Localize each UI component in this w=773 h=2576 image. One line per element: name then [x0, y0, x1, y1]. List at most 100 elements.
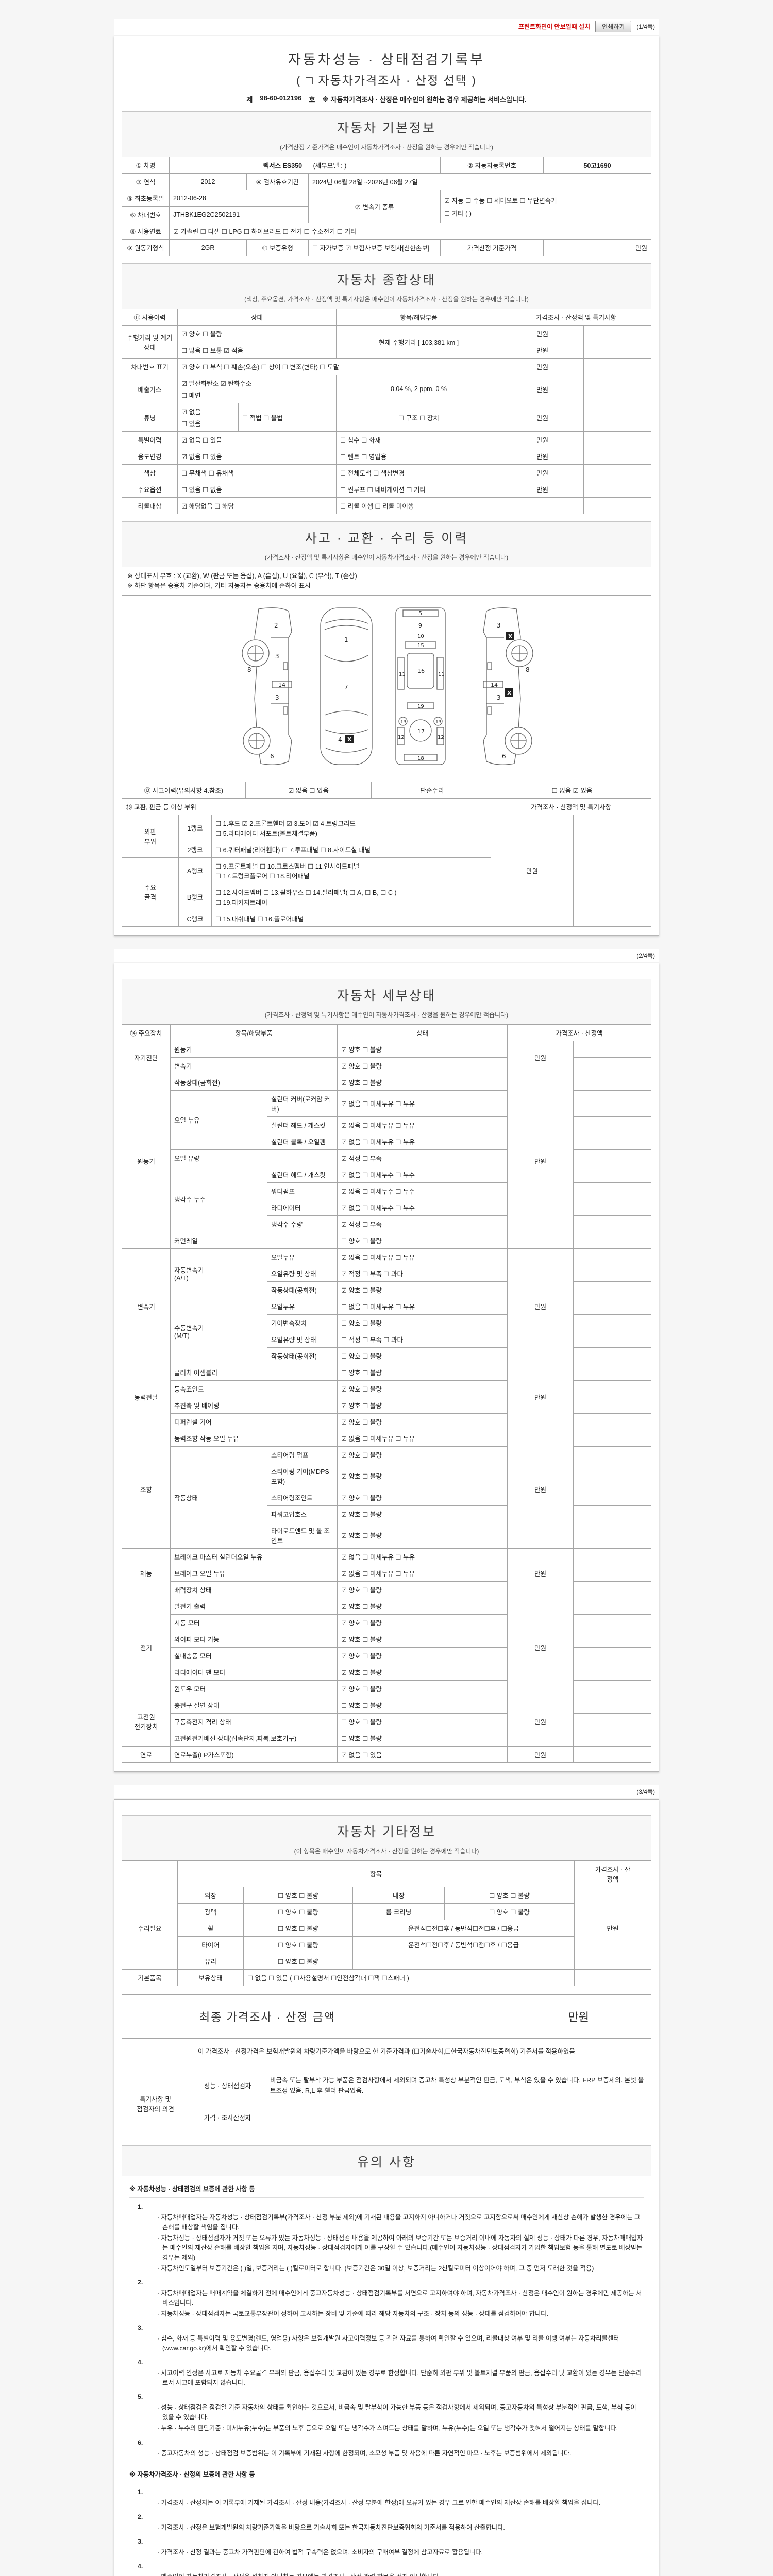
checkbox-group: ☑ 양호 ☐ 부식 ☐ 훼손(오손) ☐ 상이 ☐ 변조(변타) ☐ 도말	[177, 358, 501, 375]
checkbox-group: ☐ 양호 ☐ 불량	[243, 1952, 353, 1970]
price-unit: 만원	[574, 1886, 651, 1970]
sub-label: 수동변속기 (M/T)	[170, 1297, 267, 1364]
item-label: 시동 모터	[170, 1614, 338, 1631]
price-blank	[573, 1680, 651, 1697]
svg-text:1: 1	[344, 636, 348, 643]
svg-text:19: 19	[417, 704, 424, 709]
group-label: 외판 부위	[122, 814, 179, 858]
model-year: 2012	[169, 173, 247, 190]
emission-values: 0.04 %, 2 ppm, 0 %	[336, 375, 501, 403]
price-blank	[583, 497, 651, 514]
checkbox-group: ☑ 양호 ☐ 불량	[337, 1680, 508, 1697]
item-label: 추진축 및 베어링	[170, 1396, 338, 1414]
price-unit: 만원	[501, 325, 584, 342]
checkbox-group: ☑ 없음 ☐ 있음	[177, 431, 337, 448]
group-label: 수리필요	[122, 1886, 178, 1970]
svg-text:17: 17	[417, 728, 425, 735]
price-blank	[573, 1040, 651, 1058]
checkbox-group: ☐ 6.쿼터패널(리어휀다) ☐ 7.루프패널 ☐ 8.사이드실 패널	[211, 840, 491, 858]
price-blank	[573, 1248, 651, 1265]
section-etc: 자동차 기타정보 (이 항목은 매수인이 자동차가격조사 · 산정을 원하는 경…	[122, 1815, 651, 1861]
print-bar: 프린트화면이 안보일때 설치 인쇄하기 (1/4쪽)	[114, 19, 659, 35]
rank-label: A랭크	[178, 857, 212, 884]
checkbox-group: ☑ 양호 ☐ 불량	[337, 1614, 508, 1631]
row-label: ⑬ 교환, 판금 등 이상 부위	[122, 798, 491, 815]
reg-number: 50고1690	[543, 157, 651, 174]
checkbox-group: ☑ 해당없음 ☐ 해당	[177, 497, 337, 514]
checkbox-row: ☐ 매연	[181, 392, 201, 399]
item-label: 오일 유량	[170, 1149, 338, 1166]
item-label: 오일누유	[267, 1248, 338, 1265]
checkbox-group: ☐ 12.사이드멤버 ☐ 13.휠하우스 ☐ 14.필러패널( ☐ A, ☐ B…	[211, 883, 491, 910]
accident-legend: ※ 상태표시 부호 : X (교환), W (판금 또는 용접), A (흠집)…	[122, 567, 651, 596]
row-label: 색상	[122, 464, 178, 481]
price-blank	[574, 1969, 651, 1986]
item-label: 브레이크 마스터 실린더오일 누유	[170, 1548, 338, 1565]
checkbox-group: ☑ 없음 ☐ 있음	[177, 403, 239, 432]
price-blank	[583, 375, 651, 403]
col-header: ⑭ 주요장치	[122, 1024, 171, 1041]
label-cell: ⑤ 최초등록일	[122, 190, 170, 207]
price-unit: 만원	[507, 1548, 574, 1598]
price-unit: 만원	[501, 481, 584, 498]
col-header: 항목/해당부품	[336, 309, 501, 326]
item-label: 연료누출(LP가스포함)	[170, 1745, 338, 1763]
price-blank	[573, 1281, 651, 1298]
svg-text:6: 6	[502, 753, 506, 760]
row-label: 배출가스	[122, 375, 178, 403]
price-blank	[573, 1330, 651, 1348]
svg-text:14: 14	[491, 682, 498, 688]
sub-label: 작동상태	[170, 1446, 267, 1549]
col-header: 항목/해당부품	[170, 1024, 338, 1041]
checkbox-group: ☑ 없음 ☐ 미세누수 ☐ 누수	[337, 1165, 508, 1183]
item-label: 파워고압호스	[267, 1505, 338, 1522]
rank-label: 2랭크	[178, 840, 212, 858]
checkbox-group: ☐ 적법 ☐ 불법	[238, 403, 337, 432]
svg-text:2: 2	[274, 622, 278, 629]
row-label: 주요옵션	[122, 481, 178, 498]
warranty-checkbox-group: ☐ 자가보증 ☑ 보험사보증 보험사[신한손보]	[308, 239, 441, 256]
item-label: 발전기 출력	[170, 1597, 338, 1615]
checkbox-group: ☐ 1.후드 ☑ 2.프론트휀더 ☑ 3.도어 ☑ 4.트렁크리드 ☐ 5.라디…	[211, 814, 491, 841]
label-cell: ② 자동차등록번호	[440, 157, 544, 174]
doc-title: 자동차성능 · 상태점검기록부	[288, 52, 485, 67]
price-blank	[573, 1505, 651, 1522]
item-label: 보유상태	[177, 1969, 244, 1986]
section-caption: (가격조사 · 산정액 및 특기사항은 매수인이 자동차가격조사 · 산정을 원…	[264, 1011, 509, 1019]
item-label: 워터펌프	[267, 1182, 338, 1199]
col-header: 가격조사 · 산정액 및 특기사항	[491, 798, 651, 815]
section-accident: 사고 · 교환 · 수리 등 이력 (가격조사 · 산정액 및 특기사항은 매수…	[122, 521, 651, 567]
checkbox-group: ☐ 양호 ☐ 불량	[444, 1886, 575, 1904]
overall-state-table: ⑪ 사용이력 상태 항목/해당부품 가격조사 · 산정액 및 특기사항 주행거리…	[122, 309, 651, 514]
checkbox-group: 운전석☐전☐후 / 동반석☐전☐후 / ☐응급	[352, 1936, 575, 1953]
row-label: 튜닝	[122, 403, 178, 432]
label-cell: ⑧ 사용연료	[122, 223, 170, 240]
checkbox-group: ☐ 많음 ☐ 보통 ☑ 적음	[177, 342, 337, 359]
item-label: 클러치 어셈블리	[170, 1363, 338, 1381]
print-button[interactable]: 인쇄하기	[595, 21, 632, 32]
label-cell: ③ 연식	[122, 173, 170, 190]
price-unit: 만원	[501, 342, 584, 359]
engine-type: 2GR	[169, 239, 247, 256]
install-print-link[interactable]: 프린트화면이 안보일때 설치	[518, 23, 591, 30]
checkbox-row: ☐ 있음	[181, 420, 201, 428]
checkbox-group: ☑ 양호 ☐ 불량	[337, 1281, 508, 1298]
checkbox-group: ☑ 없음 ☐ 있음	[245, 781, 372, 799]
svg-text:13: 13	[435, 720, 441, 725]
item-label: 오일유량 및 상태	[267, 1264, 338, 1282]
note-bullet: 누유 · 누수의 판단기준 : 미세누유(누수)는 부품의 노후 등으로 오일 …	[161, 2424, 644, 2433]
checkbox-group: ☐ 양호 ☐ 불량	[337, 1713, 508, 1730]
rank-label: B랭크	[178, 883, 212, 910]
note-number: 5.	[138, 2393, 143, 2401]
price-blank	[583, 448, 651, 465]
label-cell: ⑩ 보증유형	[246, 239, 309, 256]
price-blank	[583, 403, 651, 432]
section-basic: 자동차 기본정보 (가격산정 기준가격은 매수인이 자동차가격조사 · 산정을 …	[122, 111, 651, 157]
group-label: 원동기	[122, 1073, 171, 1249]
checkbox-group: ☑ 적정 ☐ 부족	[337, 1149, 508, 1166]
item-label: 동력조향 작동 오일 누유	[170, 1429, 338, 1447]
group-label: 제동	[122, 1548, 171, 1598]
row-label: ⑫ 사고이력(유의사항 4.참조)	[122, 781, 246, 799]
